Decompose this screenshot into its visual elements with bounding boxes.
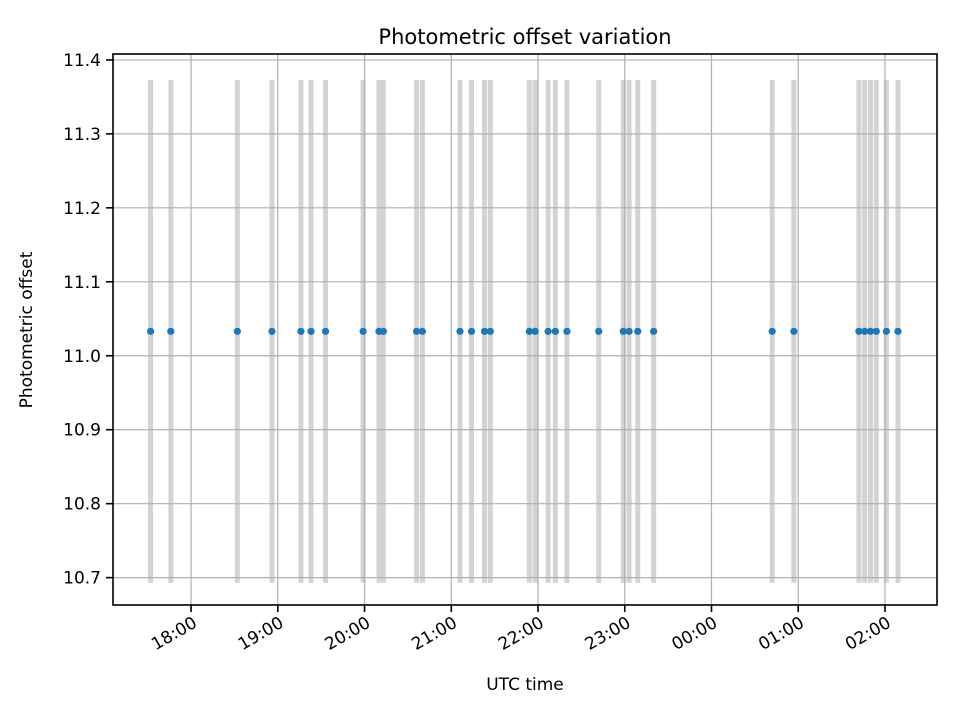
data-point <box>418 327 426 335</box>
y-tick-label: 10.9 <box>63 421 101 441</box>
data-point <box>233 327 241 335</box>
data-point <box>855 327 863 335</box>
plot-content: 11.4 11.3 11.2 11.1 11.0 10.9 10.8 10.7 18:00 19:… <box>63 51 938 655</box>
data-point <box>268 327 276 335</box>
data-point <box>480 327 489 335</box>
y-tick-label: 11.4 <box>63 51 101 71</box>
data-point <box>866 327 875 335</box>
x-tick-label: 02:00 <box>842 613 894 655</box>
y-tick-label: 10.7 <box>63 569 101 589</box>
data-point <box>544 327 552 335</box>
y-tick-label: 11.0 <box>63 347 101 367</box>
y-axis-label: Photometric offset <box>17 251 37 408</box>
x-tick-label: 20:00 <box>322 613 374 655</box>
data-point <box>650 327 658 335</box>
x-tick-label: 21:00 <box>408 613 460 655</box>
data-point <box>146 327 155 335</box>
data-point <box>412 327 421 335</box>
chart-title: Photometric offset variation <box>378 25 671 49</box>
data-point <box>167 327 175 335</box>
data-point <box>359 327 367 335</box>
data-point <box>379 327 387 335</box>
x-tick-label: 18:00 <box>148 613 200 655</box>
data-point <box>456 327 464 335</box>
axes-frame <box>112 53 938 606</box>
data-point <box>551 327 559 335</box>
data-point <box>790 327 798 335</box>
y-tick-label: 11.3 <box>63 125 101 145</box>
y-tick-label: 11.1 <box>63 273 101 293</box>
x-tick-label: 01:00 <box>755 613 807 655</box>
x-tick-label: 22:00 <box>495 613 547 655</box>
x-tick-label: 00:00 <box>669 613 721 655</box>
data-point <box>297 327 305 335</box>
data-point <box>321 327 330 335</box>
x-tick-label: 23:00 <box>582 613 634 655</box>
y-tick-label: 10.8 <box>63 495 101 515</box>
data-point <box>861 327 869 335</box>
data-point <box>882 327 891 335</box>
error-bars-group <box>148 79 901 583</box>
data-point <box>467 327 476 335</box>
data-point <box>625 327 633 335</box>
data-point <box>634 327 642 335</box>
y-tick-label: 11.2 <box>63 199 101 219</box>
x-tick-label: 19:00 <box>235 613 287 655</box>
data-points-group <box>146 327 902 335</box>
data-point <box>563 327 571 335</box>
data-point <box>595 327 603 335</box>
x-axis-label: UTC time <box>486 675 564 695</box>
data-point <box>307 327 315 335</box>
data-point <box>486 327 494 335</box>
data-point <box>531 327 539 335</box>
data-point <box>768 327 776 335</box>
data-point <box>525 327 533 335</box>
data-point <box>619 327 627 335</box>
data-point <box>894 327 902 335</box>
data-point <box>872 327 880 335</box>
